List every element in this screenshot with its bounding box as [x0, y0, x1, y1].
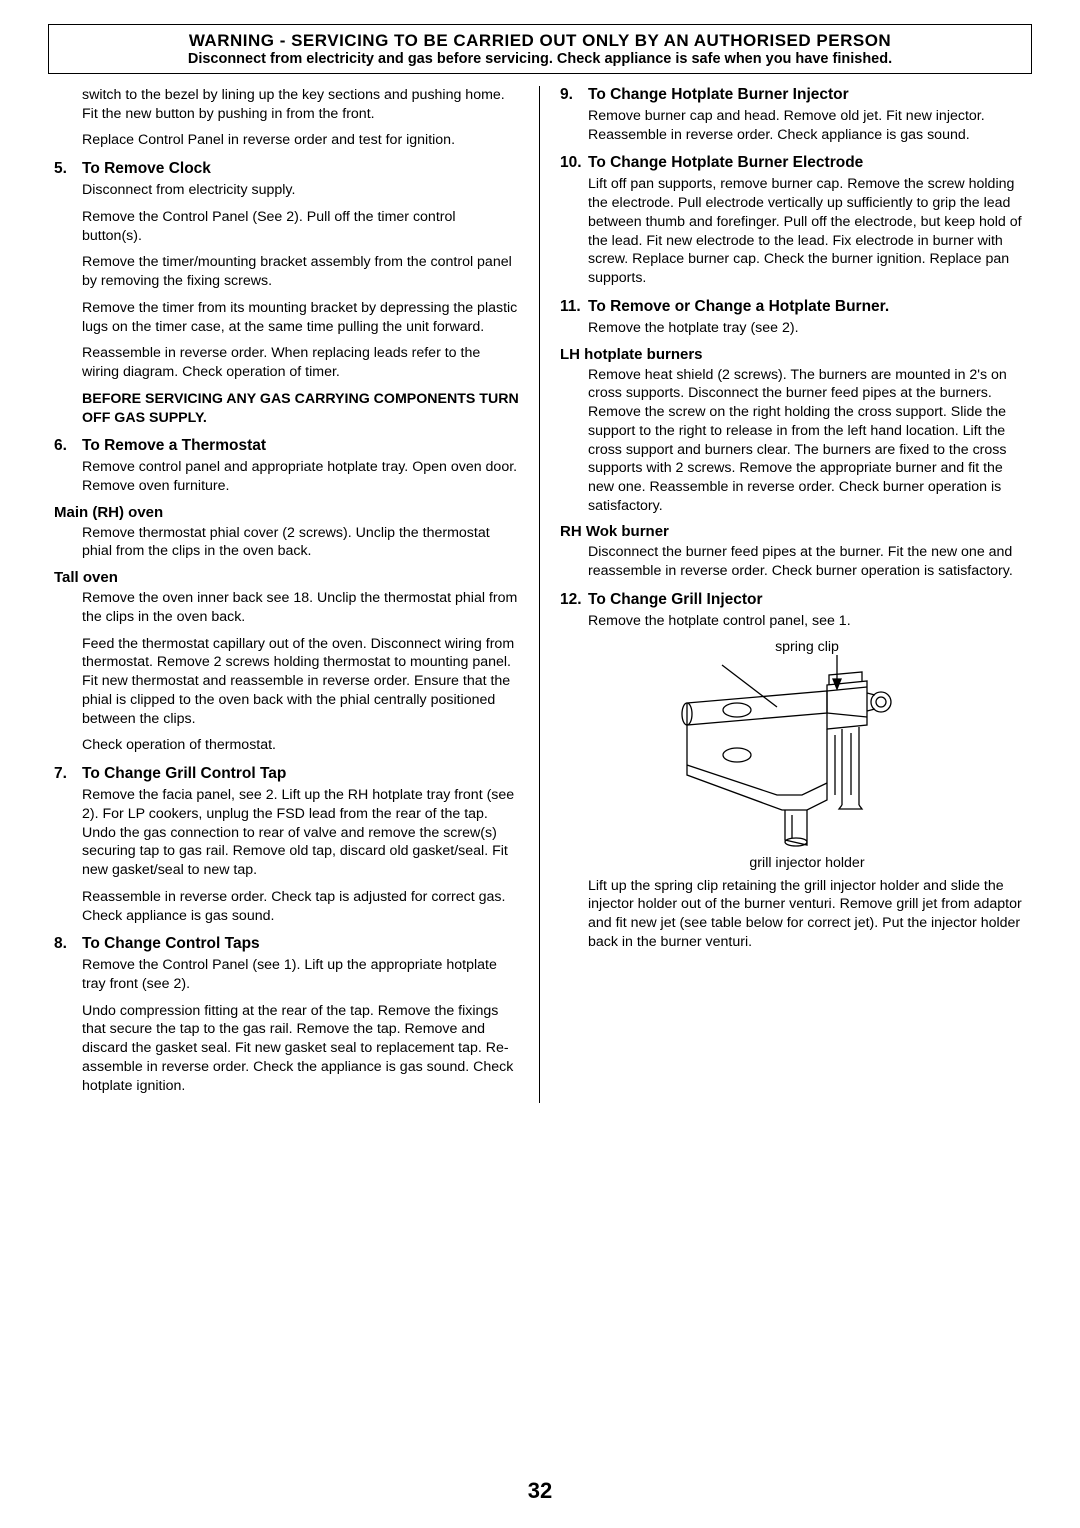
s5-p3: Remove the timer/mounting bracket assemb… — [82, 253, 519, 290]
grill-injector-holder-label: grill injector holder — [588, 855, 1026, 871]
s11-p1: Remove the hotplate tray (see 2). — [588, 319, 1026, 338]
section-6-num: 6. — [54, 437, 82, 455]
s5-p4: Remove the timer from its mounting brack… — [82, 299, 519, 336]
page-number: 32 — [0, 1478, 1080, 1504]
main-oven-p1: Remove thermostat phial cover (2 screws)… — [82, 524, 519, 561]
s6-p1: Remove control panel and appropriate hot… — [82, 458, 519, 495]
section-11-head: 11. To Remove or Change a Hotplate Burne… — [560, 298, 1026, 316]
section-6-head: 6. To Remove a Thermostat — [54, 437, 519, 455]
section-8-num: 8. — [54, 935, 82, 953]
s12-p1: Remove the hotplate control panel, see 1… — [588, 612, 1026, 631]
section-7-head: 7. To Change Grill Control Tap — [54, 765, 519, 783]
section-10-title: To Change Hotplate Burner Electrode — [588, 154, 863, 172]
warning-box: WARNING - SERVICING TO BE CARRIED OUT ON… — [48, 24, 1032, 74]
section-8-head: 8. To Change Control Taps — [54, 935, 519, 953]
tall-oven-head: Tall oven — [54, 569, 519, 586]
section-5-num: 5. — [54, 160, 82, 178]
s5-p2: Remove the Control Panel (See 2). Pull o… — [82, 208, 519, 245]
rh-p1: Disconnect the burner feed pipes at the … — [588, 543, 1026, 580]
section-8-title: To Change Control Taps — [82, 935, 260, 953]
s9-p1: Remove burner cap and head. Remove old j… — [588, 107, 1026, 144]
section-11-num: 11. — [560, 298, 588, 316]
s8-p2: Undo compression fitting at the rear of … — [82, 1002, 519, 1096]
section-7-num: 7. — [54, 765, 82, 783]
section-9-head: 9. To Change Hotplate Burner Injector — [560, 86, 1026, 104]
s10-p1: Lift off pan supports, remove burner cap… — [588, 175, 1026, 287]
intro-para-1: switch to the bezel by lining up the key… — [82, 86, 519, 123]
left-column: switch to the bezel by lining up the key… — [48, 86, 540, 1103]
section-11-title: To Remove or Change a Hotplate Burner. — [588, 298, 889, 316]
main-oven-head: Main (RH) oven — [54, 504, 519, 521]
warning-title: WARNING - SERVICING TO BE CARRIED OUT ON… — [61, 31, 1019, 51]
tall-oven-p2: Feed the thermostat capillary out of the… — [82, 635, 519, 729]
intro-para-2: Replace Control Panel in reverse order a… — [82, 131, 519, 150]
s5-p1: Disconnect from electricity supply. — [82, 181, 519, 200]
section-12-num: 12. — [560, 591, 588, 609]
s5-p5: Reassemble in reverse order. When replac… — [82, 344, 519, 381]
content-columns: switch to the bezel by lining up the key… — [48, 86, 1032, 1103]
s8-p1: Remove the Control Panel (see 1). Lift u… — [82, 956, 519, 993]
section-10-head: 10. To Change Hotplate Burner Electrode — [560, 154, 1026, 172]
section-6-title: To Remove a Thermostat — [82, 437, 266, 455]
right-column: 9. To Change Hotplate Burner Injector Re… — [540, 86, 1032, 1103]
section-5-head: 5. To Remove Clock — [54, 160, 519, 178]
section-5-title: To Remove Clock — [82, 160, 211, 178]
section-12-head: 12. To Change Grill Injector — [560, 591, 1026, 609]
tall-oven-p3: Check operation of thermostat. — [82, 736, 519, 755]
s5-note: BEFORE SERVICING ANY GAS CARRYING COMPON… — [82, 390, 519, 427]
section-9-num: 9. — [560, 86, 588, 104]
s7-p1: Remove the facia panel, see 2. Lift up t… — [82, 786, 519, 880]
lh-burners-head: LH hotplate burners — [560, 346, 1026, 363]
rh-wok-head: RH Wok burner — [560, 523, 1026, 540]
lh-p1: Remove heat shield (2 screws). The burne… — [588, 366, 1026, 516]
spring-clip-label: spring clip — [588, 639, 1026, 655]
injector-diagram-svg — [667, 655, 947, 850]
warning-sub: Disconnect from electricity and gas befo… — [61, 51, 1019, 67]
grill-injector-diagram: spring clip — [588, 639, 1026, 871]
s12-p2: Lift up the spring clip retaining the gr… — [588, 877, 1026, 952]
section-9-title: To Change Hotplate Burner Injector — [588, 86, 849, 104]
section-7-title: To Change Grill Control Tap — [82, 765, 286, 783]
section-12-title: To Change Grill Injector — [588, 591, 763, 609]
tall-oven-p1: Remove the oven inner back see 18. Uncli… — [82, 589, 519, 626]
section-10-num: 10. — [560, 154, 588, 172]
s7-p2: Reassemble in reverse order. Check tap i… — [82, 888, 519, 925]
